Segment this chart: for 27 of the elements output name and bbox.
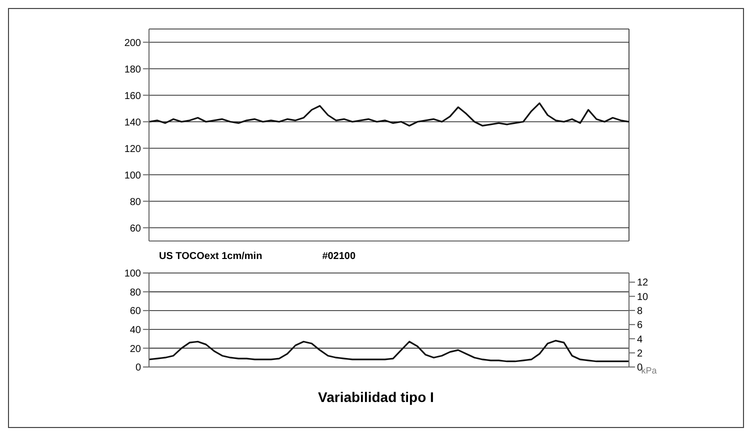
y-tick-label: 60 bbox=[130, 306, 142, 318]
line-series bbox=[148, 102, 630, 127]
text: Variabilidad tipo I bbox=[317, 389, 435, 405]
y-tick-label: 100 bbox=[124, 268, 142, 280]
y2-tick-label: 4 bbox=[637, 334, 643, 346]
y-tick-label: 60 bbox=[130, 223, 142, 234]
y-tick-label: 160 bbox=[124, 90, 142, 102]
y-tick-label: 140 bbox=[124, 117, 142, 128]
y-tick-label: 80 bbox=[130, 287, 142, 298]
text: US TOCOext 1cm/min bbox=[159, 251, 262, 264]
y2-tick-label: 0 bbox=[637, 362, 643, 374]
y2-tick-label: 2 bbox=[637, 348, 643, 360]
y2-tick-label: 6 bbox=[637, 320, 643, 332]
y-tick-label: 100 bbox=[124, 170, 142, 182]
y-tick-label: 40 bbox=[130, 324, 142, 336]
y2-tick-label: 8 bbox=[637, 306, 643, 318]
line-series bbox=[148, 340, 630, 362]
y-tick-label: 20 bbox=[130, 344, 142, 355]
y-tick-label: 120 bbox=[124, 144, 142, 155]
y2-tick-label: 12 bbox=[637, 278, 649, 289]
y-tick-label: 200 bbox=[124, 38, 142, 49]
text: #02100 bbox=[322, 251, 356, 264]
y2-axis-title: kPa bbox=[641, 365, 657, 376]
y-tick-label: 80 bbox=[130, 196, 142, 208]
y2-tick-label: 10 bbox=[637, 292, 649, 303]
y-tick-label: 0 bbox=[135, 362, 142, 374]
y-tick-label: 180 bbox=[124, 64, 142, 76]
